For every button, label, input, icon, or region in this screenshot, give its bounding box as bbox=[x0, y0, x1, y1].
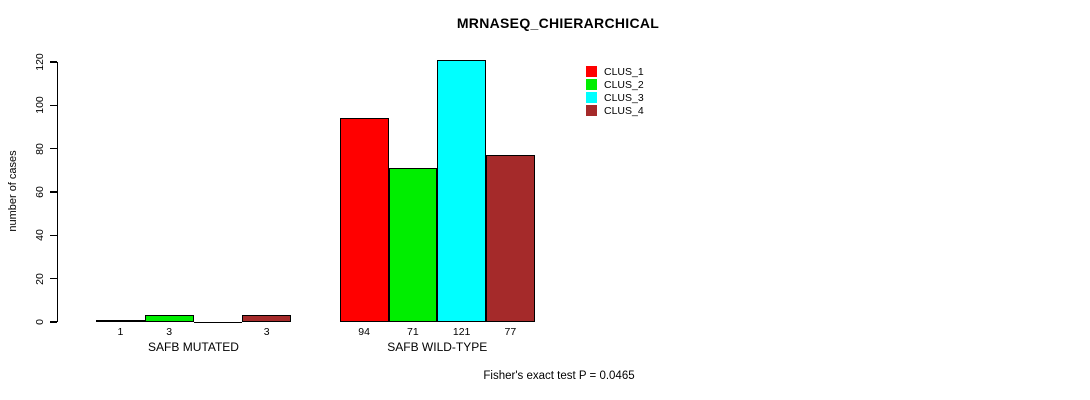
group-label-safb-wild-type: SAFB WILD-TYPE bbox=[387, 340, 488, 354]
y-tick-mark bbox=[50, 234, 57, 236]
y-tick-mark bbox=[50, 278, 57, 280]
bar-value-label: 77 bbox=[504, 326, 517, 338]
chart-title: MRNASEQ_CHIERARCHICAL bbox=[456, 15, 660, 31]
legend-swatch-icon bbox=[586, 79, 597, 90]
legend-label: CLUS_3 bbox=[604, 91, 644, 104]
y-tick-label: 40 bbox=[34, 229, 46, 242]
bar-clus_2-safb-mutated bbox=[144, 315, 194, 322]
legend-item-clus_4: CLUS_4 bbox=[586, 104, 644, 117]
y-tick-label: 60 bbox=[34, 186, 46, 198]
bar-clus_3-safb-mutated bbox=[193, 322, 243, 323]
legend-swatch-icon bbox=[586, 66, 597, 77]
y-tick-label: 80 bbox=[34, 142, 46, 155]
bar-clus_1-safb-mutated bbox=[96, 319, 145, 322]
bar-clus_3-safb-wild-type bbox=[437, 59, 486, 322]
bar-value-label: 121 bbox=[452, 326, 471, 338]
bar-value-label: 3 bbox=[166, 326, 173, 338]
legend-label: CLUS_2 bbox=[604, 78, 644, 91]
legend-label: CLUS_4 bbox=[604, 104, 644, 117]
y-tick-mark bbox=[50, 191, 57, 193]
bar-clus_2-safb-wild-type bbox=[388, 168, 438, 322]
y-tick-mark bbox=[50, 61, 57, 63]
legend-swatch-icon bbox=[586, 92, 597, 103]
bar-value-label: 71 bbox=[407, 326, 419, 338]
legend-swatch-icon bbox=[586, 105, 597, 116]
legend-item-clus_1: CLUS_1 bbox=[586, 65, 644, 78]
bar-clus_4-safb-wild-type bbox=[486, 155, 535, 322]
y-tick-mark bbox=[50, 148, 57, 150]
y-axis-line bbox=[57, 62, 59, 322]
legend: CLUS_1 CLUS_2 CLUS_3 CLUS_4 bbox=[586, 65, 644, 117]
bar-value-label: 94 bbox=[358, 326, 370, 338]
caption-fishers-test: Fisher's exact test P = 0.0465 bbox=[483, 370, 635, 382]
group-label-safb-mutated: SAFB MUTATED bbox=[148, 340, 239, 354]
legend-label: CLUS_1 bbox=[604, 65, 644, 78]
y-tick-label: 0 bbox=[34, 319, 46, 325]
legend-item-clus_2: CLUS_2 bbox=[586, 78, 644, 91]
bar-clus_4-safb-mutated bbox=[242, 315, 291, 322]
y-tick-label: 100 bbox=[34, 96, 46, 115]
bar-value-label: 1 bbox=[117, 326, 124, 338]
y-axis-label: number of cases bbox=[7, 150, 19, 232]
y-tick-mark bbox=[50, 104, 57, 106]
bar-clus_1-safb-wild-type bbox=[339, 118, 389, 322]
y-tick-mark bbox=[50, 321, 57, 323]
bar-value-label: 3 bbox=[263, 326, 270, 338]
legend-item-clus_3: CLUS_3 bbox=[586, 91, 644, 104]
y-tick-label: 120 bbox=[34, 53, 46, 71]
y-tick-label: 20 bbox=[34, 272, 46, 285]
